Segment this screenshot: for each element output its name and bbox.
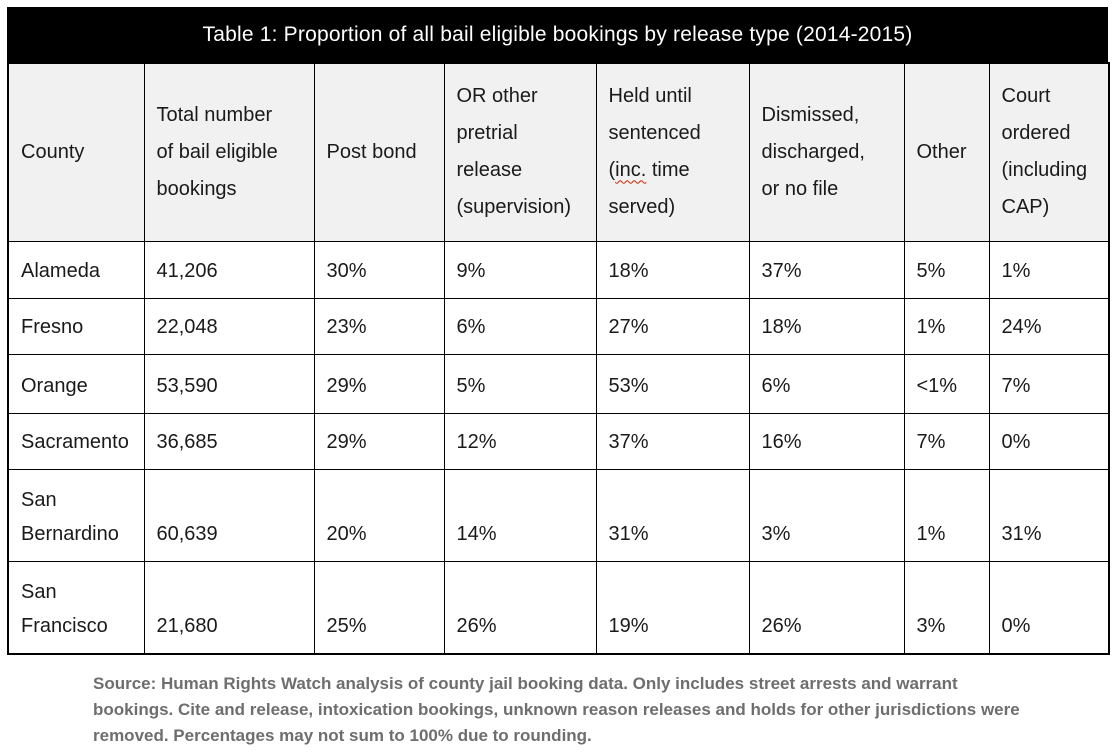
cell-court-ordered: 0% (988, 412, 1110, 470)
cell-county: Fresno (7, 297, 145, 355)
bail-bookings-table: County Total number of bail eligible boo… (7, 62, 1110, 655)
cell-county: Orange (7, 353, 145, 414)
cell-post-bond: 20% (313, 468, 445, 562)
cell-post-bond: 23% (313, 297, 445, 355)
source-note: Source: Human Rights Watch analysis of c… (93, 674, 1020, 745)
cell-held-sentenced: 19% (595, 560, 750, 655)
cell-county: Sacramento (7, 412, 145, 470)
cell-or-release: 5% (443, 353, 597, 414)
cell-court-ordered: 31% (988, 468, 1110, 562)
cell-dismissed: 18% (748, 297, 905, 355)
col-header-post-bond: Post bond (313, 62, 445, 242)
cell-dismissed: 3% (748, 468, 905, 562)
col-header-dismissed: Dismissed, discharged, or no file (748, 62, 905, 242)
cell-or-release: 9% (443, 240, 597, 299)
cell-court-ordered: 0% (988, 560, 1110, 655)
cell-or-release: 14% (443, 468, 597, 562)
col-header-total-bookings: Total number of bail eligible bookings (143, 62, 315, 242)
col-header-county: County (7, 62, 145, 242)
table-title: Table 1: Proportion of all bail eligible… (202, 22, 913, 46)
col-header-other: Other (903, 62, 990, 242)
cell-county: San Francisco (7, 560, 145, 655)
cell-post-bond: 30% (313, 240, 445, 299)
cell-total-bookings: 60,639 (143, 468, 315, 562)
cell-other: 5% (903, 240, 990, 299)
cell-total-bookings: 53,590 (143, 353, 315, 414)
cell-total-bookings: 22,048 (143, 297, 315, 355)
table-row-sacramento: Sacramento 36,685 29% 12% 37% 16% 7% 0% (7, 412, 1110, 470)
table-figure: Table 1: Proportion of all bail eligible… (7, 7, 1110, 749)
table-row-alameda: Alameda 41,206 30% 9% 18% 37% 5% 1% (7, 240, 1110, 299)
cell-post-bond: 25% (313, 560, 445, 655)
cell-court-ordered: 1% (988, 240, 1110, 299)
table-row-fresno: Fresno 22,048 23% 6% 27% 18% 1% 24% (7, 297, 1110, 355)
table-title-bar: Table 1: Proportion of all bail eligible… (7, 7, 1108, 62)
cell-held-sentenced: 37% (595, 412, 750, 470)
cell-post-bond: 29% (313, 353, 445, 414)
cell-held-sentenced: 27% (595, 297, 750, 355)
cell-or-release: 6% (443, 297, 597, 355)
table-row-san-bernardino: San Bernardino 60,639 20% 14% 31% 3% 1% … (7, 468, 1110, 562)
cell-or-release: 12% (443, 412, 597, 470)
cell-dismissed: 37% (748, 240, 905, 299)
cell-or-release: 26% (443, 560, 597, 655)
cell-county: Alameda (7, 240, 145, 299)
cell-court-ordered: 24% (988, 297, 1110, 355)
cell-held-sentenced: 31% (595, 468, 750, 562)
cell-other: 1% (903, 468, 990, 562)
cell-dismissed: 16% (748, 412, 905, 470)
cell-dismissed: 26% (748, 560, 905, 655)
cell-total-bookings: 21,680 (143, 560, 315, 655)
cell-other: <1% (903, 353, 990, 414)
cell-court-ordered: 7% (988, 353, 1110, 414)
cell-post-bond: 29% (313, 412, 445, 470)
col-header-court-ordered: Court ordered (including CAP) (988, 62, 1110, 242)
cell-dismissed: 6% (748, 353, 905, 414)
spellcheck-underline: inc. (615, 159, 647, 182)
col-header-or-pretrial-release: OR other pretrial release (supervision) (443, 62, 597, 242)
cell-held-sentenced: 53% (595, 353, 750, 414)
cell-county: San Bernardino (7, 468, 145, 562)
col-header-held-until-sentenced: Held until sentenced (inc. time served) (595, 62, 750, 242)
cell-held-sentenced: 18% (595, 240, 750, 299)
cell-total-bookings: 41,206 (143, 240, 315, 299)
header-row: County Total number of bail eligible boo… (7, 62, 1110, 242)
cell-other: 3% (903, 560, 990, 655)
table-row-orange: Orange 53,590 29% 5% 53% 6% <1% 7% (7, 353, 1110, 414)
table-row-san-francisco: San Francisco 21,680 25% 26% 19% 26% 3% … (7, 560, 1110, 655)
cell-total-bookings: 36,685 (143, 412, 315, 470)
cell-other: 1% (903, 297, 990, 355)
cell-other: 7% (903, 412, 990, 470)
